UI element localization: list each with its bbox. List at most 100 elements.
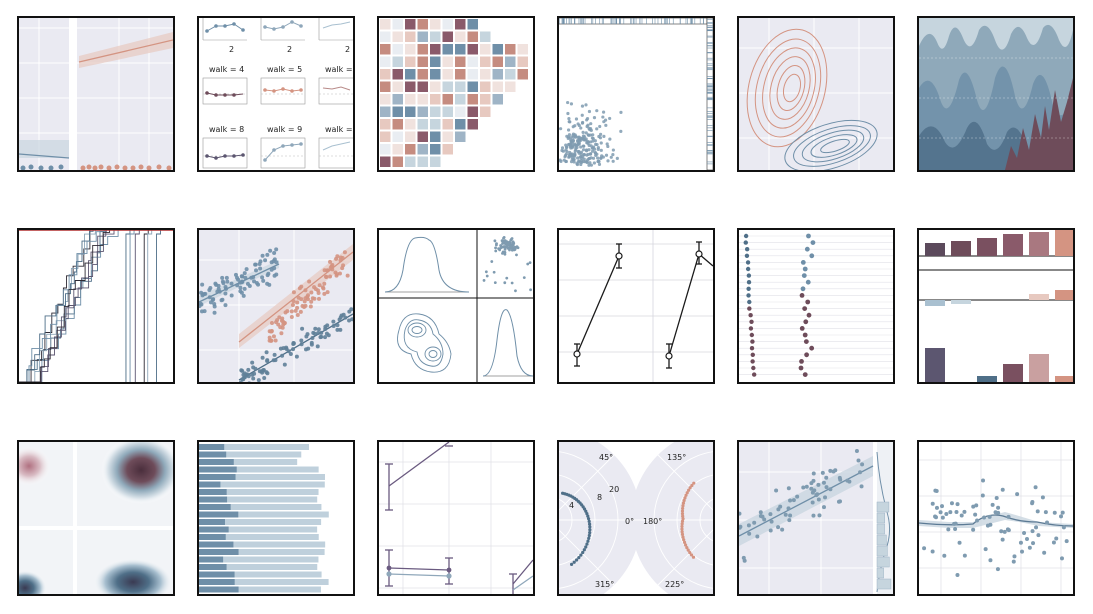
scatter-point	[980, 493, 985, 498]
heatmap-cell	[455, 106, 466, 117]
polar-point	[682, 498, 686, 503]
scatter-point	[283, 310, 288, 315]
scatter-point	[511, 240, 515, 244]
blue-contours	[784, 119, 878, 170]
scatter-point	[291, 347, 296, 352]
scatter-point	[319, 334, 324, 339]
scatter-point	[996, 510, 1001, 515]
scatter-point	[225, 279, 230, 284]
scatter-point	[316, 296, 321, 301]
strip-dot	[800, 260, 806, 265]
scatter-point	[589, 163, 594, 167]
scatter-point	[568, 150, 572, 155]
scatter-point	[241, 293, 246, 298]
heatmap-cell	[405, 69, 416, 80]
strip-dot	[803, 339, 809, 344]
scatter-point	[260, 370, 265, 375]
scatter-point	[576, 156, 580, 160]
scatter-point	[1030, 500, 1035, 505]
heatmap-cell	[442, 31, 453, 42]
scatter-point	[254, 268, 259, 273]
scatter-point	[484, 270, 488, 274]
scatter-point	[507, 242, 510, 246]
scatter-point	[957, 540, 962, 545]
heatmap-cell	[517, 69, 528, 80]
heatmap-cell	[430, 131, 441, 142]
scatter-point	[946, 527, 951, 532]
ecdf-step	[156, 230, 161, 382]
top-bars	[925, 230, 1073, 256]
bar	[199, 451, 302, 458]
scatter-point	[568, 143, 572, 147]
horizontal-bar-plot	[199, 442, 353, 594]
scatter-point	[217, 289, 222, 294]
point-link	[668, 253, 700, 357]
scatter-point	[337, 317, 342, 322]
scatter-point	[811, 478, 816, 483]
heatmap-cell	[392, 106, 403, 117]
scatter-point	[788, 498, 793, 503]
scatter-point	[216, 283, 221, 288]
polar-point	[680, 522, 684, 526]
strip-dot	[805, 299, 811, 305]
polar-point	[680, 509, 685, 513]
scatter-point	[224, 275, 229, 280]
scatter-point	[580, 113, 584, 117]
scatter-point	[604, 153, 609, 157]
scatter-point	[208, 286, 213, 291]
scatter-point	[1022, 530, 1027, 535]
scatter-point	[256, 378, 261, 382]
scatter-point	[962, 553, 967, 558]
bar-facet-plot	[919, 230, 1073, 382]
heatmap-cell	[417, 144, 428, 155]
scatter-point	[804, 484, 809, 489]
strip-dot	[747, 306, 752, 311]
scatter-point	[774, 488, 779, 493]
scatter-point	[942, 553, 947, 558]
scatter-point	[615, 156, 619, 160]
ecdf-step	[19, 230, 111, 382]
polar-point	[680, 532, 685, 536]
strip-dot	[749, 346, 755, 351]
heatmap-cell	[392, 156, 403, 167]
bar	[1029, 354, 1049, 382]
scatter-point	[492, 270, 496, 274]
heatmap-cell	[517, 56, 528, 67]
scatter-point	[337, 271, 342, 276]
scatter-point	[581, 148, 586, 152]
scatter-point	[783, 512, 788, 517]
bar	[951, 300, 971, 304]
polar-point	[585, 542, 589, 546]
facet-title: walk = 4	[209, 65, 244, 74]
facet-title: walk = 5	[267, 65, 302, 74]
scatter-point	[262, 375, 267, 380]
heatmap-cell	[430, 106, 441, 117]
scatter-point	[579, 126, 583, 130]
scatter-point	[247, 381, 251, 382]
scatter-point	[944, 511, 949, 516]
heatmap-cell	[480, 31, 491, 42]
heatmap-cell	[430, 81, 441, 92]
scatter-point	[606, 144, 610, 149]
scatter-point	[606, 159, 610, 163]
scatter-point	[564, 159, 568, 164]
heatmap-cell	[467, 81, 478, 92]
polar-point	[681, 506, 685, 511]
scatter-point	[309, 299, 314, 304]
scatter-point	[599, 132, 603, 136]
scatter-point	[297, 286, 302, 291]
scatter-point	[810, 500, 815, 505]
scatter-point	[581, 120, 585, 125]
scatter-point	[238, 280, 243, 285]
polar-angle-label: 135°	[667, 453, 686, 462]
scatter-point	[788, 513, 793, 518]
scatter-point	[592, 145, 596, 149]
bar	[1003, 234, 1023, 256]
scatter-point	[858, 470, 863, 475]
scatter-point	[347, 309, 352, 314]
strip-dot	[751, 372, 757, 377]
scatter-point	[590, 136, 595, 140]
scatter-point	[585, 117, 590, 121]
heatmap-cell	[405, 144, 416, 155]
heatmap-cell	[380, 31, 391, 42]
